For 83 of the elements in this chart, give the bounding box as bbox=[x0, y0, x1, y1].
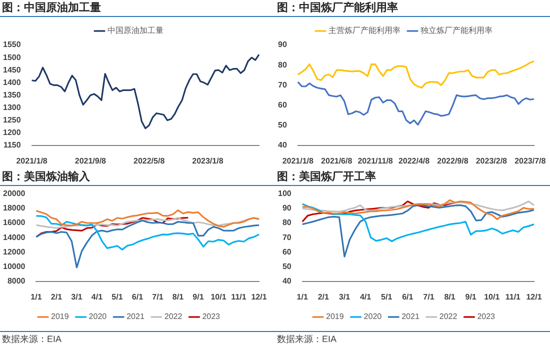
y-tick-label: 1400 bbox=[3, 78, 22, 87]
y-tick-label: 16000 bbox=[2, 218, 26, 228]
y-tick-label: 90 bbox=[282, 204, 292, 213]
x-tick-label: 2/1 bbox=[50, 292, 63, 302]
x-tick-label: 8/1 bbox=[172, 292, 184, 302]
legend-label: 2022 bbox=[164, 312, 183, 322]
y-tick-label: 50 bbox=[278, 120, 288, 130]
y-tick-label: 50 bbox=[282, 262, 292, 272]
x-tick-label: 2022/4/8 bbox=[398, 156, 430, 166]
legend-label: 2020 bbox=[364, 312, 382, 322]
x-tick-label: 6/1 bbox=[402, 292, 414, 302]
legend-label: 独立炼厂产能利用率 bbox=[420, 26, 492, 36]
x-tick-label: 3/1 bbox=[338, 292, 351, 302]
y-tick-label: 1150 bbox=[3, 140, 22, 150]
legend-label: 2023 bbox=[477, 312, 496, 322]
y-tick-label: 10000 bbox=[2, 262, 26, 272]
x-tick-label: 2021/9/8 bbox=[74, 156, 107, 166]
y-tick-label: 1450 bbox=[3, 65, 22, 74]
x-tick-label: 2021/11/8 bbox=[358, 156, 394, 166]
x-tick-label: 10/1 bbox=[210, 292, 227, 302]
x-tick-label: 4/1 bbox=[91, 292, 104, 302]
y-tick-label: 70 bbox=[278, 80, 288, 90]
y-tick-label: 60 bbox=[282, 247, 292, 256]
legend-label: 2021 bbox=[402, 312, 420, 322]
x-tick-label: 12/1 bbox=[526, 292, 542, 302]
x-tick-label: 2023/1/8 bbox=[192, 156, 224, 166]
x-tick-label: 9/1 bbox=[192, 292, 204, 302]
x-tick-label: 11/1 bbox=[231, 292, 247, 302]
y-tick-label: 12000 bbox=[2, 247, 26, 256]
x-tick-label: 2022/9/8 bbox=[437, 156, 469, 166]
y-tick-label: 40 bbox=[282, 276, 292, 286]
y-tick-label: 70 bbox=[282, 232, 292, 242]
source-note: 数据来源：EIA bbox=[275, 331, 550, 345]
x-tick-label: 2023/7/8 bbox=[514, 156, 546, 166]
y-tick-label: 1250 bbox=[3, 116, 22, 125]
x-tick-label: 7/1 bbox=[152, 292, 164, 302]
x-tick-label: 1/1 bbox=[30, 292, 42, 302]
x-tick-label: 9/1 bbox=[465, 292, 477, 302]
x-tick-label: 11/1 bbox=[505, 292, 522, 302]
legend-label: 2022 bbox=[439, 312, 458, 322]
x-tick-label: 2021/1/8 bbox=[16, 156, 48, 166]
x-tick-label: 12/1 bbox=[251, 292, 268, 302]
y-tick-label: 1500 bbox=[3, 52, 22, 62]
y-tick-label: 90 bbox=[278, 40, 288, 50]
x-tick-label: 4/1 bbox=[360, 292, 372, 302]
legend-label: 2019 bbox=[326, 312, 344, 322]
y-tick-label: 1350 bbox=[3, 90, 22, 100]
x-tick-label: 2022/5/8 bbox=[133, 156, 166, 166]
legend-label: 2020 bbox=[88, 312, 108, 322]
x-tick-label: 5/1 bbox=[381, 292, 393, 302]
legend-label: 2019 bbox=[51, 312, 70, 322]
x-tick-label: 2/1 bbox=[318, 292, 330, 302]
legend-label: 2023 bbox=[202, 312, 221, 322]
legend-label: 主营炼厂产能利用率 bbox=[328, 26, 400, 36]
x-tick-label: 2021/1/8 bbox=[282, 156, 314, 166]
x-tick-label: 6/1 bbox=[132, 292, 144, 302]
y-tick-label: 14000 bbox=[2, 232, 26, 242]
chart-title: 图：美国炼油输入 bbox=[0, 169, 275, 186]
x-tick-label: 2023/2/8 bbox=[476, 156, 508, 166]
x-tick-label: 8/1 bbox=[444, 292, 456, 302]
chart-title: 图：美国炼厂开工率 bbox=[275, 169, 550, 186]
legend-label: 中国原油加工量 bbox=[108, 26, 164, 36]
legend-label: 2021 bbox=[126, 312, 145, 322]
x-tick-label: 10/1 bbox=[484, 292, 500, 302]
x-tick-label: 3/1 bbox=[71, 292, 83, 302]
source-note: 数据来源：EIA bbox=[0, 331, 275, 345]
y-tick-label: 1300 bbox=[3, 102, 22, 112]
y-tick-label: 100 bbox=[278, 189, 292, 198]
x-tick-label: 1/1 bbox=[296, 292, 308, 302]
y-tick-label: 1200 bbox=[3, 128, 22, 138]
chart-title: 图：中国炼厂产能利用率 bbox=[275, 0, 550, 17]
y-tick-label: 80 bbox=[282, 218, 292, 228]
y-tick-label: 60 bbox=[278, 100, 288, 110]
y-tick-label: 1550 bbox=[3, 40, 22, 50]
chart-title: 图：中国原油加工量 bbox=[0, 0, 275, 17]
x-tick-label: 2021/6/8 bbox=[321, 156, 353, 166]
x-tick-label: 5/1 bbox=[112, 292, 124, 302]
y-tick-label: 40 bbox=[278, 140, 288, 150]
x-tick-label: 7/1 bbox=[423, 292, 435, 302]
y-tick-label: 8000 bbox=[7, 276, 26, 286]
y-tick-label: 80 bbox=[278, 60, 288, 70]
y-tick-label: 18000 bbox=[2, 204, 26, 213]
y-tick-label: 20000 bbox=[2, 189, 26, 198]
